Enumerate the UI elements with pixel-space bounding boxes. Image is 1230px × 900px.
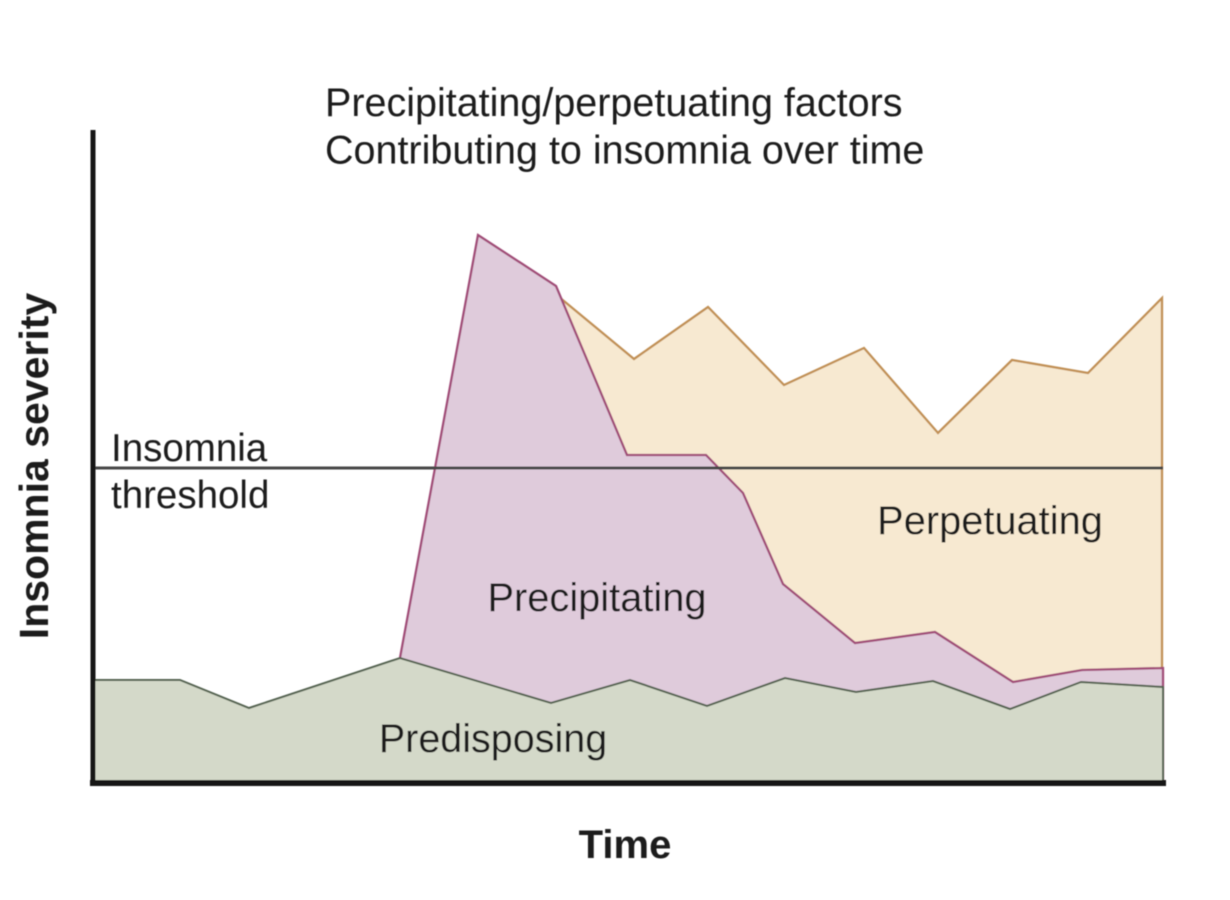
- svg-text:Contributing to insomnia over: Contributing to insomnia over time: [325, 129, 924, 173]
- svg-text:Predisposing: Predisposing: [379, 717, 607, 761]
- svg-text:Time: Time: [579, 823, 672, 867]
- svg-text:threshold: threshold: [111, 474, 269, 517]
- svg-text:Insomnia severity: Insomnia severity: [11, 293, 57, 640]
- svg-text:Insomnia: Insomnia: [111, 427, 268, 470]
- svg-text:Perpetuating: Perpetuating: [877, 499, 1103, 543]
- svg-text:Precipitating/perpetuating fac: Precipitating/perpetuating factors: [325, 81, 902, 125]
- svg-text:Precipitating: Precipitating: [488, 576, 707, 620]
